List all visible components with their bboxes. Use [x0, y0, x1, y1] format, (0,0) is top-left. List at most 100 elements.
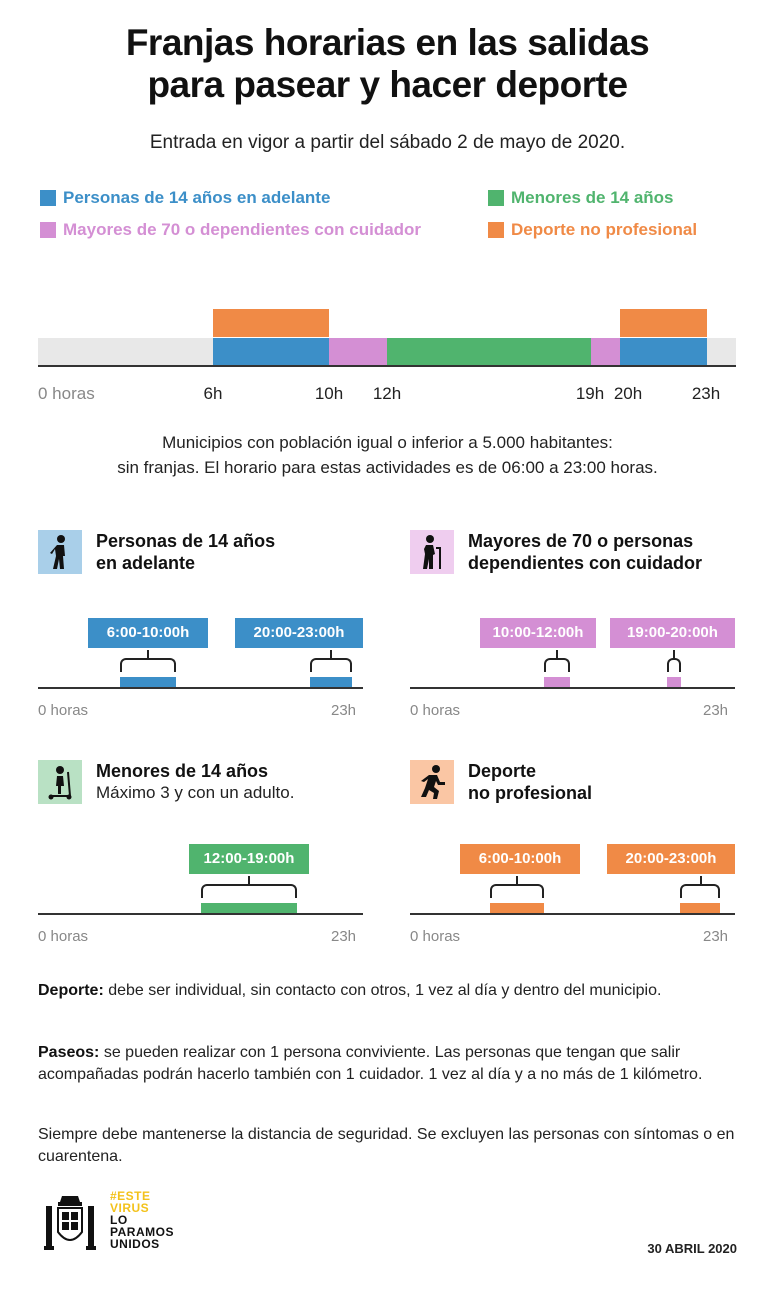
- range-segment: [120, 677, 176, 687]
- panel-elderly: Mayores de 70 o personas dependientes co…: [410, 530, 740, 730]
- legend-swatch: [40, 222, 56, 238]
- range-segment: [544, 677, 570, 687]
- timeline-block: [387, 338, 591, 366]
- title-line-2: para pasear y hacer deporte: [147, 64, 628, 105]
- bracket-stem: [700, 876, 702, 884]
- legend-swatch: [488, 222, 504, 238]
- note-line-2: sin franjas. El horario para estas activ…: [117, 458, 658, 477]
- legend-sport: Deporte no profesional: [488, 220, 697, 240]
- coat-of-arms-icon: [40, 1192, 100, 1259]
- bracket: [667, 658, 681, 672]
- timeline-block: [328, 338, 387, 366]
- panel-minors: Menores de 14 años Máximo 3 y con un adu…: [38, 760, 368, 960]
- panel-axis: [38, 913, 363, 915]
- page-title: Franjas horarias en las salidas para pas…: [0, 22, 775, 106]
- brand-line: LO: [110, 1213, 128, 1227]
- range-tag: 19:00-20:00h: [610, 618, 735, 648]
- child-scooter-icon: [38, 760, 82, 804]
- bracket: [680, 884, 720, 898]
- axis-end-label: 23h: [703, 928, 729, 945]
- axis-end-label: 23h: [331, 702, 357, 719]
- legend-swatch: [488, 190, 504, 206]
- axis-start-label: 0 horas: [410, 702, 461, 719]
- main-timeline: 0 horas 6h 10h 12h 19h 20h 23h: [0, 300, 775, 410]
- timeline-block: [590, 338, 620, 366]
- publication-date: 30 ABRIL 2020: [647, 1241, 737, 1256]
- bracket-stem: [330, 650, 332, 658]
- panel-title-line-1: Deporte: [468, 761, 537, 781]
- title-line-1: Franjas horarias en las salidas: [125, 22, 650, 63]
- panel-axis: [38, 687, 363, 689]
- axis-start-label: 0 horas: [410, 928, 461, 945]
- timeline-block: [212, 309, 329, 337]
- municipality-note: Municipios con población igual o inferio…: [0, 430, 775, 480]
- range-segment: [310, 677, 352, 687]
- timeline-block: [212, 338, 329, 366]
- safety-text: Siempre debe mantenerse la distancia de …: [38, 1126, 735, 1165]
- brand-line: VIRUS: [110, 1201, 150, 1215]
- walk-label: Paseos:: [38, 1044, 100, 1061]
- brand-line: PARAMOS: [110, 1225, 174, 1239]
- running-person-icon: [410, 760, 454, 804]
- axis-start-label: 0 horas: [38, 928, 89, 945]
- range-tag: 20:00-23:00h: [607, 844, 735, 874]
- panel-axis: [410, 913, 735, 915]
- walking-person-icon: [38, 530, 82, 574]
- range-tag: 12:00-19:00h: [189, 844, 309, 874]
- range-segment: [667, 677, 681, 687]
- panel-title: Mayores de 70 o personas dependientes co…: [468, 530, 702, 574]
- tick-label: 6h: [203, 384, 223, 403]
- legend-label: Mayores de 70 o dependientes con cuidado…: [63, 220, 422, 239]
- campaign-logo: #ESTE VIRUS LO PARAMOS UNIDOS: [110, 1190, 174, 1250]
- walk-paragraph: Paseos: se pueden realizar con 1 persona…: [38, 1042, 738, 1086]
- range-tag: 10:00-12:00h: [480, 618, 596, 648]
- panel-adults: Personas de 14 años en adelante 6:00-10:…: [38, 530, 368, 730]
- walk-text: se pueden realizar con 1 persona convivi…: [38, 1044, 703, 1083]
- bracket: [120, 658, 176, 672]
- panel-title-line-1: Menores de 14 años: [96, 761, 269, 781]
- range-segment: [201, 903, 297, 913]
- sport-label: Deporte:: [38, 982, 104, 999]
- panel-sport: Deporte no profesional 6:00-10:00h 20:00…: [410, 760, 740, 960]
- tick-label: 23h: [691, 384, 721, 403]
- legend-label: Deporte no profesional: [511, 220, 698, 239]
- bracket: [201, 884, 297, 898]
- axis-end-label: 23h: [331, 928, 357, 945]
- panel-title: Deporte no profesional: [468, 760, 592, 804]
- bracket-stem: [516, 876, 518, 884]
- subtitle: Entrada en vigor a partir del sábado 2 d…: [149, 132, 626, 153]
- timeline-axis: [38, 365, 736, 367]
- legend-minors: Menores de 14 años: [488, 188, 674, 208]
- legend-label: Menores de 14 años: [511, 188, 674, 207]
- bracket: [310, 658, 352, 672]
- bracket-stem: [556, 650, 558, 658]
- panel-title-line-2: dependientes con cuidador: [468, 553, 703, 573]
- panel-title: Menores de 14 años Máximo 3 y con un adu…: [96, 760, 294, 804]
- bracket-stem: [673, 650, 675, 658]
- panel-title-line-1: Personas de 14 años: [96, 531, 276, 551]
- tick-label: 10h: [314, 384, 344, 403]
- timeline-block: [619, 309, 707, 337]
- range-segment: [490, 903, 544, 913]
- sport-text: debe ser individual, sin contacto con ot…: [103, 982, 662, 999]
- safety-paragraph: Siempre debe mantenerse la distancia de …: [38, 1124, 738, 1168]
- elderly-cane-icon: [410, 530, 454, 574]
- timeline-start-label: 0 horas: [38, 384, 95, 403]
- brand-line: UNIDOS: [110, 1237, 160, 1251]
- axis-end-label: 23h: [703, 702, 729, 719]
- panel-title-line-2: en adelante: [96, 553, 196, 573]
- range-tag: 6:00-10:00h: [88, 618, 208, 648]
- bracket-stem: [248, 876, 250, 884]
- note-line-1: Municipios con población igual o inferio…: [162, 433, 613, 452]
- legend-label: Personas de 14 años en adelante: [63, 188, 331, 207]
- brand-line: #ESTE: [110, 1189, 151, 1203]
- panel-title: Personas de 14 años en adelante: [96, 530, 275, 574]
- axis-start-label: 0 horas: [38, 702, 89, 719]
- panel-subtitle: Máximo 3 y con un adulto.: [96, 783, 295, 802]
- range-tag: 6:00-10:00h: [460, 844, 580, 874]
- timeline-block: [619, 338, 707, 366]
- range-segment: [680, 903, 720, 913]
- tick-label: 12h: [372, 384, 402, 403]
- panel-title-line-1: Mayores de 70 o personas: [468, 531, 694, 551]
- bracket: [490, 884, 544, 898]
